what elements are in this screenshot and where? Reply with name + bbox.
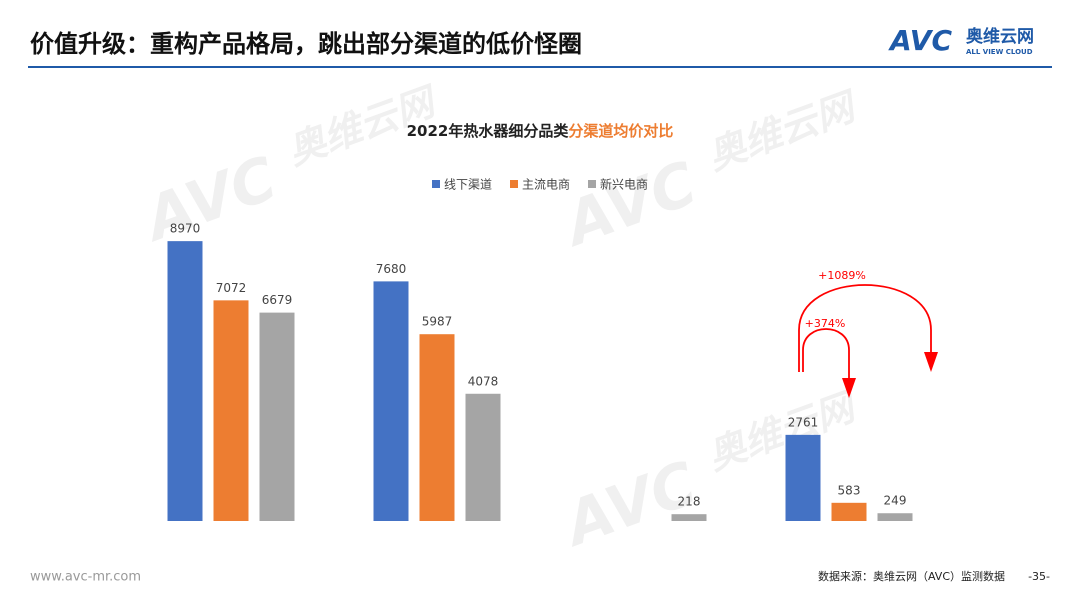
bar: [373, 281, 409, 521]
growth-arrow: [802, 328, 850, 378]
footer-source: 数据来源：奥维云网（AVC）监测数据: [818, 569, 1005, 583]
annotation: +1089%: [818, 269, 866, 282]
bar: [259, 312, 295, 521]
legend-label: 主流电商: [522, 177, 570, 192]
value-label: 6679: [262, 293, 293, 307]
bar: [671, 514, 707, 521]
logo-name: 奥维云网: [966, 26, 1034, 47]
bar: [167, 241, 203, 522]
footer-url: www.avc-mr.com: [30, 570, 141, 585]
logo-brand: AVC: [888, 24, 952, 57]
logo-sub: ALL VIEW CLOUD: [966, 48, 1033, 56]
bar: [785, 434, 821, 521]
bar: [213, 300, 249, 521]
legend-swatch: [588, 180, 596, 188]
arrow-head: [924, 352, 938, 372]
value-label: 7072: [216, 281, 247, 295]
annotation: +374%: [805, 317, 846, 330]
growth-arrow: [798, 284, 932, 372]
value-label: 4078: [468, 374, 499, 388]
bar: [831, 502, 867, 521]
legend-label: 新兴电商: [600, 177, 648, 192]
legend-swatch: [510, 180, 518, 188]
value-label: 218: [678, 495, 701, 509]
value-label: 583: [838, 483, 861, 497]
value-label: 7680: [376, 262, 407, 276]
legend-label: 线下渠道: [444, 178, 492, 192]
value-label: 249: [884, 494, 907, 508]
value-label: 8970: [170, 222, 201, 236]
chart-title-highlight: 分渠道均价对比: [568, 122, 673, 140]
page-title: 价值升级：重构产品格局，跳出部分渠道的低价怪圈: [30, 30, 582, 58]
chart-title-main: 2022年热水器细分品类: [407, 122, 570, 140]
arrow-head: [842, 378, 856, 398]
legend-swatch: [432, 180, 440, 188]
page-number: -35-: [1028, 570, 1050, 583]
bar: [465, 393, 501, 521]
value-label: 5987: [422, 315, 453, 329]
value-label: 2761: [788, 415, 819, 429]
bar: [419, 334, 455, 521]
bar: [877, 513, 913, 521]
chart-title: 2022年热水器细分品类分渠道均价对比: [407, 122, 674, 140]
